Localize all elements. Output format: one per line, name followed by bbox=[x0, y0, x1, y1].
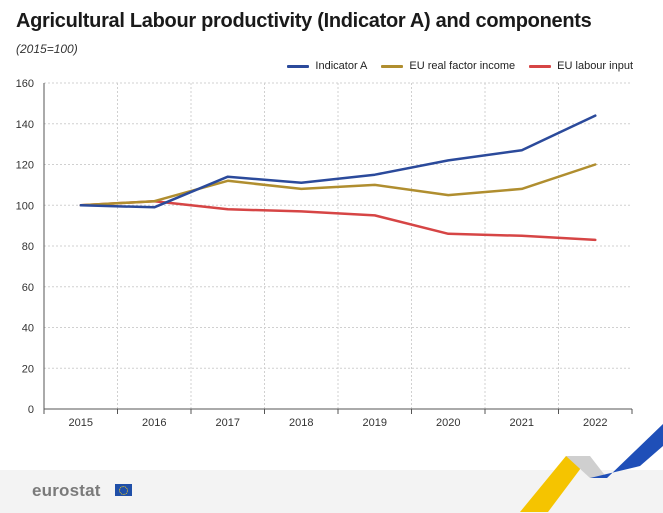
x-tick-label: 2021 bbox=[510, 417, 534, 429]
x-tick-label: 2019 bbox=[363, 417, 387, 429]
legend-item-labour-input: EU labour input bbox=[529, 60, 633, 72]
y-tick-label: 140 bbox=[16, 119, 34, 131]
chart-subtitle: (2015=100) bbox=[16, 42, 78, 56]
x-tick-label: 2015 bbox=[69, 417, 93, 429]
eurostat-logo: eurostat bbox=[32, 481, 101, 500]
legend-item-real-factor-income: EU real factor income bbox=[381, 60, 515, 72]
y-tick-label: 100 bbox=[16, 200, 34, 212]
series-line-eu-real-factor-income bbox=[79, 163, 597, 207]
legend-swatch-real-factor-income bbox=[381, 64, 404, 68]
legend-swatch-labour-input bbox=[529, 64, 552, 68]
legend-label-indicator-a: Indicator A bbox=[315, 60, 368, 72]
y-tick-label: 0 bbox=[28, 404, 34, 416]
x-tick-label: 2016 bbox=[142, 417, 166, 429]
y-tick-label: 60 bbox=[22, 282, 34, 294]
chart-legend: Indicator A EU real factor income EU lab… bbox=[287, 60, 633, 72]
y-tick-label: 80 bbox=[22, 241, 34, 253]
series-line-indicator-a bbox=[79, 114, 597, 209]
y-tick-label: 20 bbox=[22, 363, 34, 375]
legend-label-real-factor-income: EU real factor income bbox=[409, 60, 516, 72]
y-tick-label: 160 bbox=[16, 78, 34, 90]
y-tick-label: 40 bbox=[22, 323, 34, 335]
y-tick-label: 120 bbox=[16, 160, 34, 172]
x-tick-label: 2022 bbox=[583, 417, 607, 429]
chart-card: Agricultural Labour productivity (Indica… bbox=[16, 10, 633, 72]
x-tick-label: 2018 bbox=[289, 417, 313, 429]
eu-flag-icon bbox=[115, 484, 132, 496]
legend-item-indicator-a: Indicator A bbox=[287, 60, 367, 72]
x-tick-label: 2020 bbox=[436, 417, 460, 429]
chart-title: Agricultural Labour productivity (Indica… bbox=[16, 10, 592, 32]
x-tick-label: 2017 bbox=[216, 417, 240, 429]
legend-label-labour-input: EU labour input bbox=[557, 60, 633, 72]
legend-swatch-indicator-a bbox=[287, 64, 310, 68]
